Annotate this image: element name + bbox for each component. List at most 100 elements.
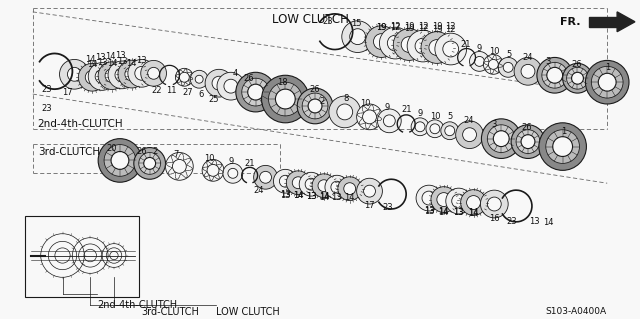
Text: 24: 24 <box>463 116 474 125</box>
Circle shape <box>380 27 411 59</box>
Circle shape <box>190 70 208 88</box>
Text: 3: 3 <box>545 57 550 66</box>
Circle shape <box>308 99 322 113</box>
Circle shape <box>356 178 382 204</box>
Text: 19: 19 <box>404 24 414 33</box>
Text: 25: 25 <box>209 94 220 104</box>
Text: 19: 19 <box>431 25 442 34</box>
Text: 14: 14 <box>344 193 355 202</box>
Circle shape <box>431 187 457 212</box>
Text: 12: 12 <box>418 22 428 31</box>
Text: S103-A0400A: S103-A0400A <box>546 307 607 316</box>
Circle shape <box>493 131 509 146</box>
Text: 21: 21 <box>460 40 471 49</box>
Text: 23: 23 <box>323 17 333 26</box>
Circle shape <box>104 145 136 176</box>
Text: 1: 1 <box>561 127 566 136</box>
Text: 27: 27 <box>182 88 193 97</box>
Circle shape <box>212 76 226 90</box>
Circle shape <box>134 148 166 179</box>
Text: 13: 13 <box>424 207 435 216</box>
Circle shape <box>488 197 501 211</box>
Circle shape <box>499 57 518 77</box>
Text: 23: 23 <box>42 104 52 114</box>
Circle shape <box>331 181 343 193</box>
Text: 11: 11 <box>166 85 177 95</box>
Circle shape <box>98 62 126 90</box>
Circle shape <box>467 196 481 210</box>
Circle shape <box>546 130 579 163</box>
Circle shape <box>135 66 148 80</box>
Text: 14: 14 <box>107 59 117 68</box>
Text: 26: 26 <box>522 123 532 132</box>
Circle shape <box>435 33 467 65</box>
Circle shape <box>481 119 521 159</box>
Circle shape <box>224 79 238 93</box>
Text: 3: 3 <box>492 120 497 129</box>
Text: 18: 18 <box>277 78 287 87</box>
Circle shape <box>445 126 454 136</box>
Circle shape <box>394 29 425 60</box>
Circle shape <box>325 175 349 199</box>
Text: LOW CLUTCH: LOW CLUTCH <box>271 13 349 26</box>
Text: 12: 12 <box>390 23 401 32</box>
Circle shape <box>572 72 584 84</box>
Circle shape <box>470 51 490 71</box>
Text: 13: 13 <box>529 217 540 226</box>
Circle shape <box>516 130 540 153</box>
Circle shape <box>401 37 417 53</box>
Circle shape <box>280 175 291 187</box>
Text: 2nd-4th-CLUTCH: 2nd-4th-CLUTCH <box>97 300 177 310</box>
Circle shape <box>553 137 573 157</box>
Circle shape <box>108 61 136 89</box>
Text: 26: 26 <box>310 85 321 94</box>
Circle shape <box>429 40 445 56</box>
Circle shape <box>364 185 376 197</box>
Circle shape <box>483 55 503 74</box>
Bar <box>25 216 139 297</box>
Text: FR.: FR. <box>560 17 580 27</box>
Text: 14: 14 <box>543 218 554 227</box>
Circle shape <box>148 67 159 79</box>
Text: 13: 13 <box>115 51 125 60</box>
Circle shape <box>115 68 129 82</box>
Circle shape <box>217 72 244 100</box>
Text: 12: 12 <box>445 22 456 31</box>
Text: 14: 14 <box>438 207 449 216</box>
Circle shape <box>286 171 310 195</box>
Circle shape <box>521 135 535 149</box>
Circle shape <box>537 57 573 93</box>
Circle shape <box>195 75 203 83</box>
Circle shape <box>363 110 376 124</box>
Circle shape <box>415 38 431 54</box>
Text: 13: 13 <box>332 193 342 202</box>
Text: 15: 15 <box>351 19 362 28</box>
Circle shape <box>236 72 275 112</box>
Circle shape <box>105 69 119 83</box>
Text: 9: 9 <box>385 103 390 113</box>
Circle shape <box>118 60 146 88</box>
Circle shape <box>488 59 499 69</box>
Circle shape <box>411 118 429 136</box>
Circle shape <box>342 21 374 53</box>
Text: 13: 13 <box>95 53 106 62</box>
Circle shape <box>422 191 436 205</box>
Text: 5: 5 <box>447 112 452 121</box>
Text: 23: 23 <box>382 204 393 212</box>
Text: 10: 10 <box>204 154 214 163</box>
Circle shape <box>441 122 459 140</box>
Circle shape <box>521 64 535 78</box>
Circle shape <box>95 70 109 83</box>
Circle shape <box>207 164 219 176</box>
Circle shape <box>300 172 323 196</box>
Circle shape <box>98 139 141 182</box>
Circle shape <box>205 69 233 97</box>
Circle shape <box>378 109 401 133</box>
Circle shape <box>312 174 336 197</box>
Circle shape <box>566 67 588 89</box>
Text: 24: 24 <box>253 186 264 195</box>
Circle shape <box>511 125 545 159</box>
Circle shape <box>383 115 396 127</box>
Circle shape <box>223 163 243 183</box>
Circle shape <box>407 30 439 62</box>
